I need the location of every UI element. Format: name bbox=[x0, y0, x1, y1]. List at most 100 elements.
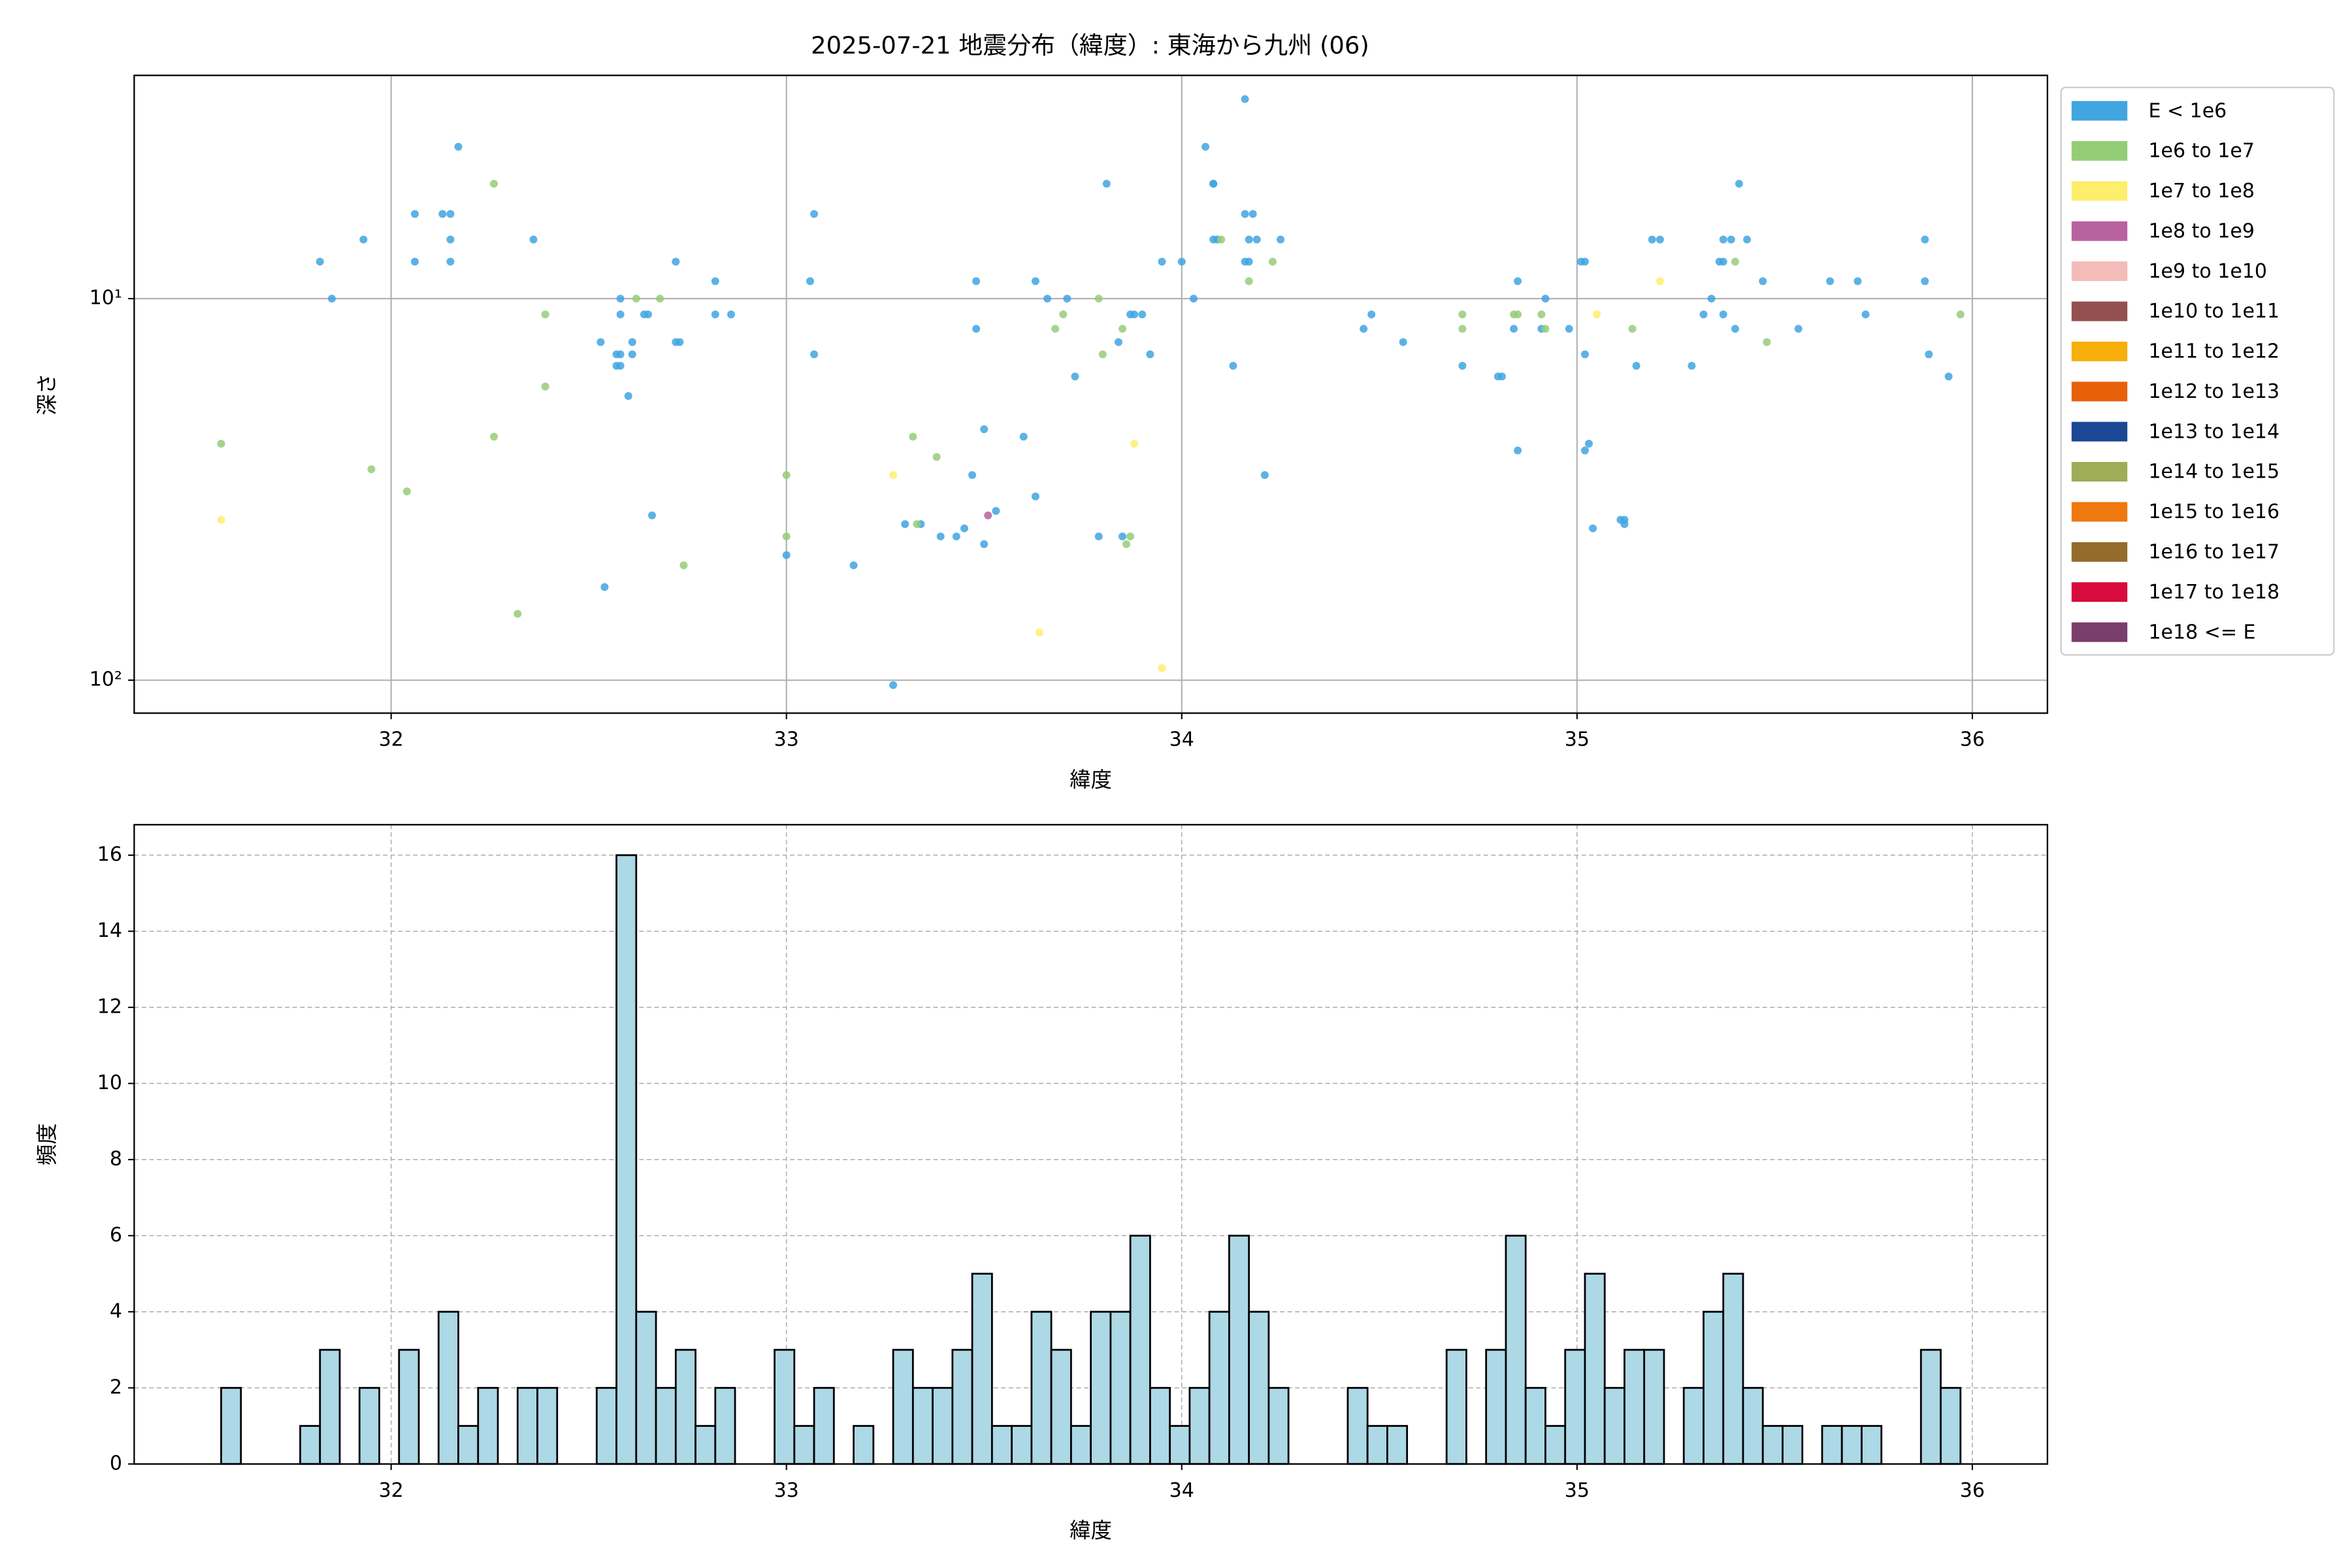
x-tick-label: 33 bbox=[774, 1479, 799, 1502]
data-point bbox=[1537, 310, 1546, 319]
data-point bbox=[402, 487, 411, 496]
data-point bbox=[1130, 440, 1139, 448]
legend-label: 1e6 to 1e7 bbox=[2148, 140, 2254, 163]
data-point bbox=[1514, 277, 1522, 286]
bar bbox=[1584, 1273, 1606, 1465]
data-point bbox=[672, 257, 680, 266]
legend-label: 1e10 to 1e11 bbox=[2148, 300, 2279, 323]
x-tick-label: 33 bbox=[774, 728, 799, 751]
data-point bbox=[454, 142, 463, 151]
bar bbox=[1624, 1348, 1646, 1465]
data-point bbox=[541, 382, 549, 391]
data-point bbox=[1114, 338, 1122, 346]
data-point bbox=[1763, 338, 1771, 346]
data-point bbox=[514, 610, 522, 618]
data-point bbox=[889, 471, 898, 480]
legend-swatch bbox=[2071, 341, 2128, 361]
data-point bbox=[367, 465, 376, 474]
bar bbox=[1919, 1348, 1942, 1465]
bar bbox=[1386, 1425, 1409, 1465]
data-point bbox=[644, 310, 652, 319]
bar bbox=[932, 1386, 954, 1465]
data-point bbox=[648, 511, 657, 519]
bar bbox=[1564, 1348, 1586, 1465]
data-point bbox=[711, 310, 719, 319]
y-tick-label: 6 bbox=[110, 1224, 122, 1247]
bar bbox=[398, 1348, 420, 1465]
legend-box bbox=[2060, 86, 2335, 656]
data-point bbox=[968, 471, 977, 480]
data-point bbox=[1794, 325, 1803, 333]
data-point bbox=[446, 257, 455, 266]
bar bbox=[990, 1425, 1013, 1465]
bar bbox=[1682, 1386, 1705, 1465]
data-point bbox=[782, 551, 791, 559]
data-point bbox=[810, 350, 819, 359]
data-point bbox=[1458, 361, 1467, 370]
bar bbox=[1544, 1425, 1567, 1465]
data-point bbox=[1201, 142, 1210, 151]
data-point bbox=[1719, 235, 1727, 244]
data-point bbox=[359, 235, 368, 244]
data-point bbox=[1510, 325, 1518, 333]
data-point bbox=[217, 440, 225, 448]
data-point bbox=[541, 310, 549, 319]
data-point bbox=[1541, 325, 1550, 333]
data-point bbox=[1727, 235, 1735, 244]
data-point bbox=[909, 433, 917, 441]
bar bbox=[1782, 1425, 1804, 1465]
data-point bbox=[1094, 295, 1103, 303]
data-point bbox=[1514, 310, 1522, 319]
bar bbox=[853, 1425, 875, 1465]
data-point bbox=[1245, 257, 1253, 266]
data-point bbox=[1268, 257, 1277, 266]
bar bbox=[358, 1386, 380, 1465]
bar bbox=[1129, 1234, 1151, 1465]
data-point bbox=[1458, 325, 1467, 333]
bar bbox=[1861, 1425, 1883, 1465]
data-point bbox=[1019, 433, 1028, 441]
data-point bbox=[1035, 629, 1043, 637]
bar bbox=[595, 1386, 617, 1465]
legend-swatch bbox=[2071, 261, 2128, 282]
legend-label: 1e12 to 1e13 bbox=[2148, 380, 2279, 403]
bar bbox=[1761, 1425, 1784, 1465]
data-point bbox=[1580, 257, 1589, 266]
data-point bbox=[1731, 257, 1739, 266]
data-point bbox=[1688, 361, 1696, 370]
bar bbox=[1149, 1386, 1171, 1465]
data-point bbox=[711, 277, 719, 286]
y-tick-label: 10 bbox=[97, 1071, 122, 1094]
data-point bbox=[1925, 350, 1933, 359]
legend-label: 1e13 to 1e14 bbox=[2148, 420, 2279, 443]
bar bbox=[1347, 1386, 1369, 1465]
bar bbox=[774, 1348, 796, 1465]
data-point bbox=[1707, 295, 1716, 303]
x-axis-label: 緯度 bbox=[1070, 767, 1112, 792]
legend-swatch bbox=[2071, 421, 2128, 442]
data-point bbox=[1260, 471, 1269, 480]
data-point bbox=[1458, 310, 1467, 319]
x-axis-label: 緯度 bbox=[1070, 1518, 1112, 1543]
data-point bbox=[1580, 350, 1589, 359]
plot-frame bbox=[133, 824, 2048, 1465]
bar bbox=[1366, 1425, 1388, 1465]
data-point bbox=[1059, 310, 1068, 319]
legend-swatch bbox=[2071, 502, 2128, 522]
legend-label: 1e15 to 1e16 bbox=[2148, 500, 2279, 523]
data-point bbox=[1031, 277, 1039, 286]
bar bbox=[971, 1273, 993, 1465]
data-point bbox=[952, 532, 960, 541]
data-point bbox=[316, 257, 324, 266]
y-tick-label: 10² bbox=[90, 668, 122, 691]
data-point bbox=[529, 235, 538, 244]
data-point bbox=[972, 325, 981, 333]
data-point bbox=[1122, 540, 1131, 548]
x-tick-label: 36 bbox=[1960, 1479, 1985, 1502]
legend-swatch bbox=[2071, 101, 2128, 121]
x-tick-label: 35 bbox=[1565, 728, 1590, 751]
bar bbox=[1090, 1311, 1112, 1465]
data-point bbox=[1158, 664, 1166, 672]
data-point bbox=[1565, 325, 1573, 333]
